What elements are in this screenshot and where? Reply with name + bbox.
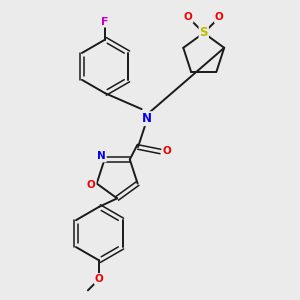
Text: O: O bbox=[184, 12, 193, 22]
Text: O: O bbox=[163, 146, 171, 157]
Text: N: N bbox=[97, 152, 106, 161]
Text: F: F bbox=[101, 16, 109, 27]
Text: O: O bbox=[95, 274, 103, 284]
Text: O: O bbox=[87, 180, 96, 190]
Text: O: O bbox=[215, 12, 224, 22]
Text: N: N bbox=[142, 112, 152, 125]
Text: S: S bbox=[200, 26, 208, 39]
